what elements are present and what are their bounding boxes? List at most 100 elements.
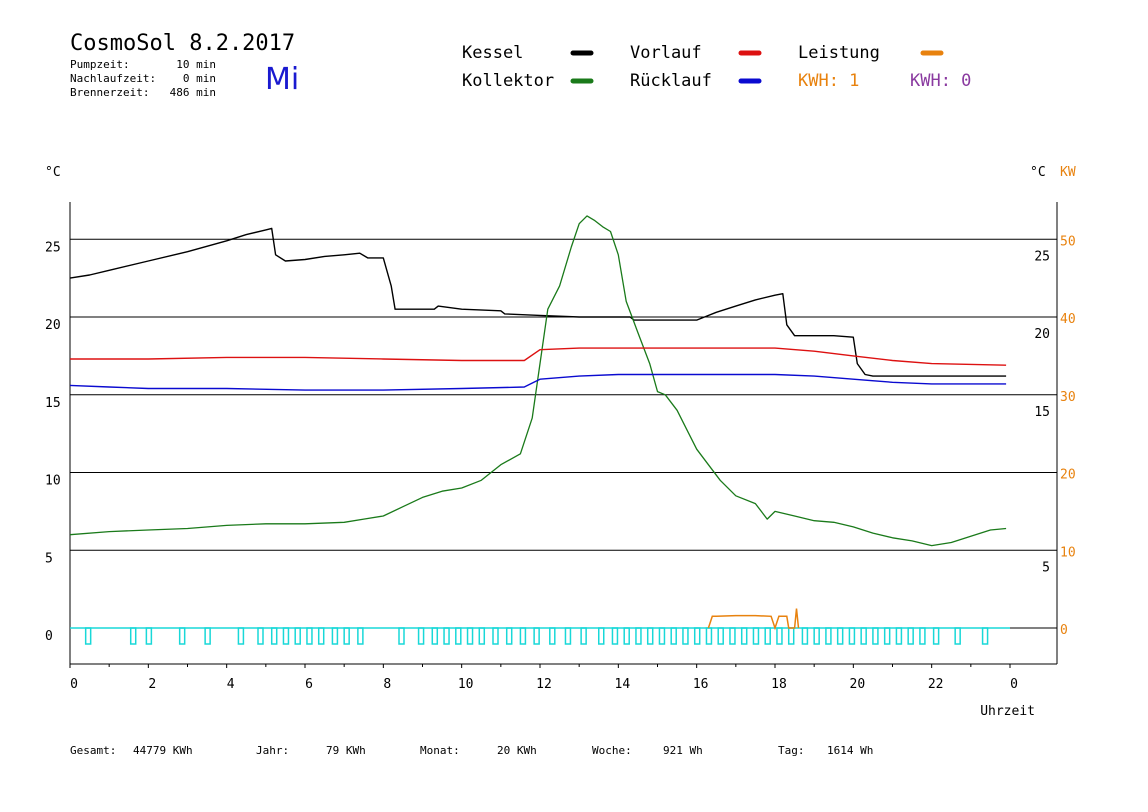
y-tick-right-kw-20: 20 [1060,468,1076,483]
pump-pulse-23 [505,627,513,645]
y-ticks-right: 5 15 20 25 0 10 20 30 40 50 [1034,234,1075,638]
gesamt-value: 44779 KWh [133,744,193,757]
pump-pulse-18 [443,627,450,645]
x-tick-label-2: 4 [227,677,235,692]
pump-pulse-9 [294,627,301,645]
pump-pulse-54 [895,627,903,645]
pump-pulse-10 [306,627,313,645]
pump-pulse-49 [836,627,844,645]
legend-ruecklauf-label: Rücklauf [630,71,712,91]
pump-series [70,627,1010,645]
pump-pulse-12 [331,627,339,645]
y-right-unit-kw: KW [1060,165,1076,180]
pump-pulse-1 [129,627,137,645]
pump-pulse-36 [682,627,689,645]
y-tick-right-kw-30: 30 [1060,390,1076,405]
jahr-label: Jahr: [256,744,289,757]
jahr-value: 79 KWh [326,744,366,757]
pump-pulse-21 [478,627,486,645]
data-series [69,215,1007,631]
pump-pulse-50 [848,627,856,645]
x-tick-label-11: 22 [928,677,944,692]
pump-pulse-53 [883,627,891,645]
pump-pulse-26 [549,627,556,645]
pump-pulse-39 [717,627,724,645]
legend: Kessel Kollektor Vorlauf Rücklauf Leistu… [462,43,971,91]
y-tick-right-kw-40: 40 [1060,312,1076,327]
y-tick-right-c-15: 15 [1034,405,1050,420]
energy-footer: Gesamt: 44779 KWh Jahr: 79 KWh Monat: 20… [70,744,873,757]
pump-pulse-22 [492,627,499,645]
chart-title: CosmoSol 8.2.2017 [70,31,295,56]
woche-label: Woche: [592,744,632,757]
gesamt-label: Gesamt: [70,744,116,757]
pump-pulse-0 [84,627,92,645]
pump-pulse-30 [611,627,619,645]
pump-pulse-25 [533,627,540,645]
kwh0-label: KWH: 0 [910,71,971,91]
x-tick-label-5: 10 [458,677,474,692]
legend-kollektor-label: Kollektor [462,71,554,91]
legend-leistung-label: Leistung [798,43,880,63]
pump-pulse-59 [981,627,989,645]
pump-pulse-14 [357,627,364,645]
y-tick-right-kw-0: 0 [1060,623,1068,638]
pump-pulse-4 [204,627,211,645]
pump-pulse-58 [954,627,961,645]
y-tick-right-c-25: 25 [1034,249,1050,264]
x-tick-label-3: 6 [305,677,313,692]
pump-pulse-35 [670,627,677,645]
monat-value: 20 KWh [497,744,537,757]
pump-pulse-51 [860,627,867,645]
y-tick-right-c-20: 20 [1034,327,1050,342]
y-tick-left-10: 10 [45,474,61,489]
monat-label: Monat: [420,744,460,757]
weekday-label: Mi [265,62,299,97]
legend-kessel-label: Kessel [462,43,523,63]
pump-pulse-28 [580,627,587,645]
pump-pulse-52 [872,627,879,645]
leistung-line [707,608,800,631]
pump-pulse-31 [623,627,630,645]
pump-pulse-6 [257,627,264,645]
nachlaufzeit-value: 0 min [183,72,216,85]
kessel-line [69,227,1007,377]
y-tick-left-20: 20 [45,318,61,333]
pump-pulse-3 [178,627,186,645]
pump-pulse-55 [907,627,914,645]
legend-vorlauf-label: Vorlauf [630,43,702,63]
pump-pulse-2 [145,627,153,645]
pump-pulse-47 [813,627,820,645]
pump-pulse-8 [282,627,290,645]
ruecklauf-line [69,373,1007,391]
y-ticks-left: 0 5 10 15 20 25 [45,240,61,644]
kwh1-label: KWH: 1 [798,71,859,91]
pump-pulse-41 [740,627,748,645]
y-tick-right-kw-10: 10 [1060,545,1076,560]
x-tick-label-12: 0 [1010,677,1018,692]
y-tick-left-0: 0 [45,629,53,644]
pump-pulse-56 [919,627,926,645]
pump-pulse-46 [801,627,809,645]
x-tick-label-9: 18 [771,677,787,692]
pump-pulse-37 [693,627,701,645]
pump-pulse-19 [455,627,462,645]
info-block: Pumpzeit: 10 min Nachlaufzeit: 0 min Bre… [70,58,216,99]
y-tick-left-25: 25 [45,240,61,255]
pump-pulse-44 [776,627,783,645]
pumpzeit-value: 10 min [176,58,216,71]
x-tick-label-7: 14 [615,677,631,692]
pump-pulse-15 [398,627,405,645]
pump-pulse-43 [764,627,771,645]
pump-pulse-5 [237,627,245,645]
pump-pulse-29 [598,627,605,645]
pump-pulse-48 [825,627,832,645]
pump-pulse-17 [431,627,439,645]
vorlauf-line [70,347,1007,366]
pump-pulse-16 [417,627,425,645]
pump-pulse-32 [635,627,642,645]
pump-pulse-42 [752,627,760,645]
kollektor-line [69,215,1007,547]
x-axis-label: Uhrzeit [980,704,1035,719]
y-left-unit: °C [45,165,61,180]
